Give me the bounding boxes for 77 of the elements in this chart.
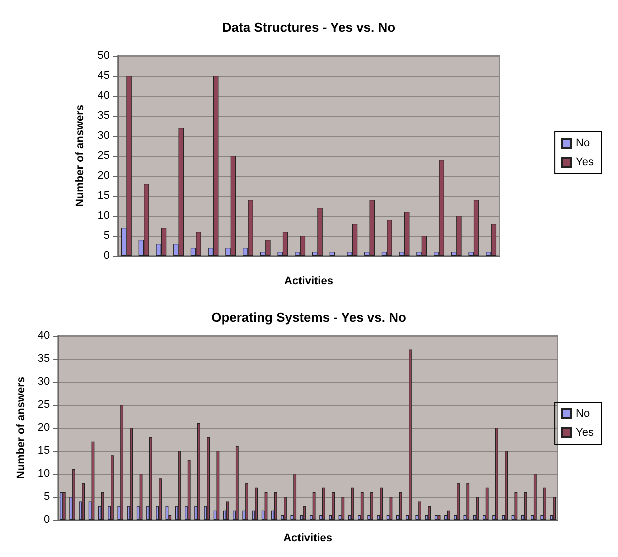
bar	[82, 483, 86, 520]
bar	[130, 428, 134, 520]
y-tick-label: 50	[98, 50, 110, 62]
bar	[399, 492, 402, 520]
bar	[380, 488, 384, 520]
y-tick-label: 0	[104, 250, 110, 262]
bar	[524, 492, 528, 520]
bar	[534, 474, 537, 520]
y-tick-label: 15	[98, 190, 110, 202]
y-tick-label: 45	[98, 70, 110, 82]
y-axis-title: Number of answers	[74, 104, 86, 208]
bar	[72, 469, 76, 520]
y-tick-label: 30	[98, 130, 110, 142]
y-tick-label: 30	[38, 376, 50, 388]
bar	[466, 483, 470, 520]
bar	[332, 492, 335, 520]
y-tick-label: 40	[98, 90, 110, 102]
bar	[418, 502, 422, 520]
bar	[514, 492, 518, 520]
bar	[236, 446, 239, 520]
bar	[149, 437, 152, 520]
y-tick-label: 25	[98, 150, 110, 162]
bar	[140, 474, 143, 520]
bar	[101, 492, 104, 520]
bar	[188, 460, 191, 520]
bar	[159, 478, 162, 520]
x-axis-title: Activities	[284, 276, 334, 288]
bar	[553, 497, 556, 520]
bar	[434, 516, 438, 520]
y-tick-label: 20	[98, 170, 110, 182]
chart-title: Operating Systems - Yes vs. No	[212, 310, 406, 325]
bar	[360, 492, 364, 520]
y-tick-label: 0	[44, 514, 50, 526]
y-tick-label: 10	[98, 210, 110, 222]
bar	[322, 488, 326, 520]
bar	[486, 488, 489, 520]
bar	[207, 437, 210, 520]
y-tick-label: 25	[38, 399, 50, 412]
y-axis-title: Number of answers	[16, 377, 28, 480]
y-tick-label: 40	[38, 330, 50, 342]
bar	[312, 492, 316, 520]
bar	[294, 474, 297, 520]
bar	[505, 451, 508, 520]
y-tick-label: 20	[38, 422, 50, 434]
x-axis-title: Activities	[284, 532, 333, 544]
bar	[544, 488, 546, 520]
y-tick-label: 5	[104, 230, 110, 242]
bar	[409, 350, 412, 520]
bar	[60, 492, 63, 520]
y-tick-label: 15	[38, 445, 50, 458]
bar	[226, 502, 230, 520]
bar	[62, 492, 66, 520]
y-tick-label: 10	[38, 468, 50, 480]
bar	[370, 492, 374, 520]
bar	[274, 492, 278, 520]
bar	[216, 451, 220, 520]
legend-label: No	[576, 408, 590, 420]
legend-label: Yes	[576, 427, 594, 439]
bar	[284, 497, 287, 520]
bar	[457, 483, 460, 520]
bar	[330, 252, 336, 256]
y-tick-label: 5	[44, 491, 50, 504]
y-tick-label: 35	[98, 110, 110, 122]
y-tick-label: 35	[38, 353, 50, 366]
bar	[198, 423, 200, 520]
chart-title: Data Structures - Yes vs. No	[222, 20, 396, 35]
legend-label: Yes	[576, 156, 594, 168]
bar	[342, 497, 345, 520]
bar	[428, 506, 432, 520]
bar	[303, 506, 306, 520]
bar	[496, 428, 498, 520]
bar	[255, 488, 258, 520]
bar	[111, 456, 114, 520]
bar	[120, 405, 124, 520]
legend-label: No	[576, 138, 590, 150]
bar	[447, 510, 450, 520]
bar	[246, 483, 248, 520]
